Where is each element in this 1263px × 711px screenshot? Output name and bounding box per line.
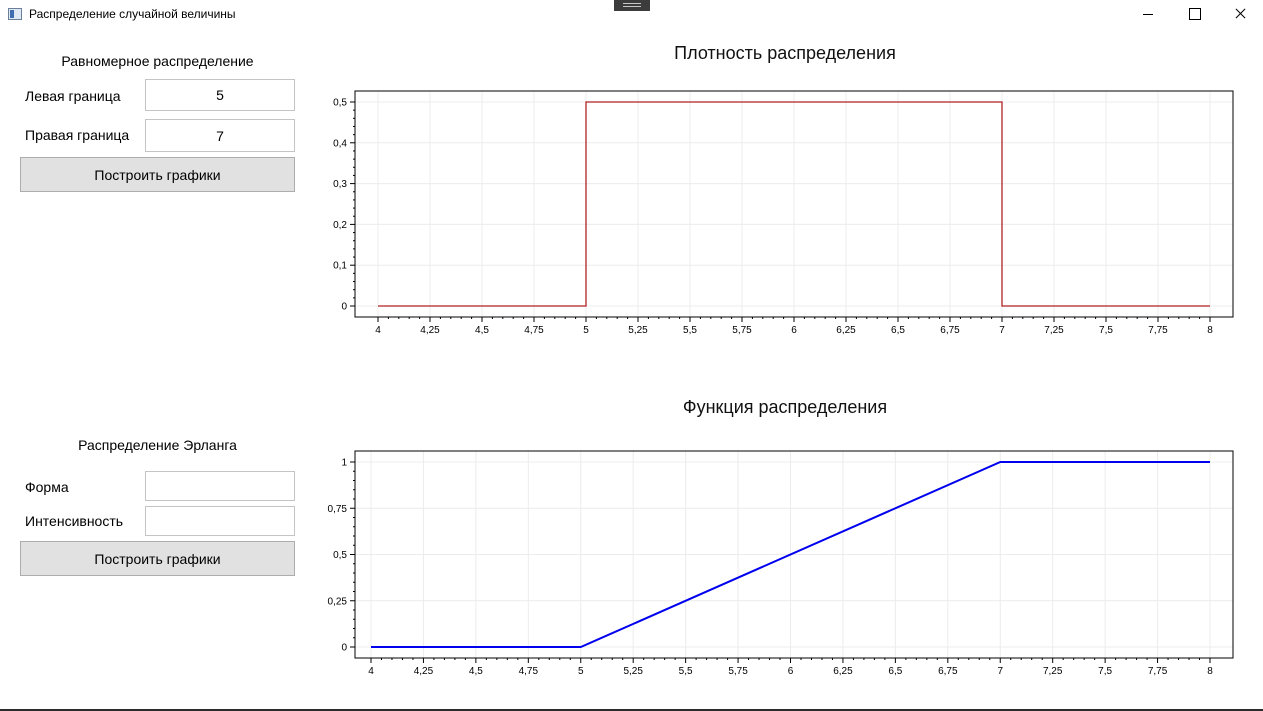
x-tick-label: 6,75	[940, 325, 960, 336]
uniform-group-title: Равномерное распределение	[61, 53, 254, 69]
x-tick-label: 4,25	[414, 666, 434, 677]
right-bound-input[interactable]	[145, 119, 295, 152]
x-tick-label: 6,5	[888, 666, 902, 677]
grid-lines	[355, 451, 1233, 658]
shape-input[interactable]	[145, 471, 295, 501]
x-tick-label: 5,75	[732, 325, 752, 336]
app-window-icon	[8, 8, 22, 20]
maximize-button[interactable]	[1171, 0, 1217, 30]
y-tick-label: 0,4	[333, 138, 347, 149]
series-line	[371, 461, 1210, 648]
x-tick-label: 6,25	[833, 666, 853, 677]
x-tick-label: 5,5	[679, 666, 693, 677]
erlang-group-title: Распределение Эрланга	[78, 437, 237, 453]
intensity-input[interactable]	[145, 506, 295, 536]
x-tick-label: 4,5	[469, 666, 483, 677]
x-tick-label: 4,75	[524, 325, 544, 336]
x-tick-label: 7,5	[1098, 666, 1112, 677]
x-tick-label: 7,25	[1044, 325, 1064, 336]
y-tick-label: 0,5	[333, 98, 347, 109]
x-tick-label: 4,25	[420, 325, 440, 336]
title-bar: Распределение случайной величины	[0, 0, 1263, 30]
x-tick-label: 4,5	[475, 325, 489, 336]
shape-label: Форма	[25, 479, 69, 495]
x-tick-label: 4,75	[519, 666, 539, 677]
x-tick-label: 6,25	[836, 325, 856, 336]
x-tick-label: 5,25	[623, 666, 643, 677]
window-title: Распределение случайной величины	[29, 7, 236, 21]
y-tick-label: 0,75	[328, 504, 348, 515]
y-tick-label: 0,3	[333, 179, 347, 190]
left-bound-label: Левая граница	[25, 88, 121, 104]
x-tick-label: 7	[999, 325, 1005, 336]
x-tick-label: 4	[375, 325, 381, 336]
x-tick-label: 8	[1207, 325, 1213, 336]
y-tick-label: 0,2	[333, 220, 347, 231]
x-tick-label: 5,75	[728, 666, 748, 677]
x-tick-label: 6,5	[891, 325, 905, 336]
right-bound-label: Правая граница	[25, 127, 130, 143]
x-tick-label: 7,75	[1148, 325, 1168, 336]
cdf-chart-title: Функция распределения	[682, 397, 888, 417]
y-tick-label: 0,25	[328, 596, 348, 607]
y-tick-label: 0,1	[333, 261, 347, 272]
x-tick-label: 5	[578, 666, 584, 677]
x-tick-label: 4	[368, 666, 374, 677]
x-tick-label: 7,5	[1099, 325, 1113, 336]
y-tick-label: 0,5	[333, 550, 347, 561]
x-tick-label: 8	[1207, 666, 1213, 677]
x-tick-label: 6	[791, 325, 797, 336]
y-tick-label: 0	[341, 302, 347, 313]
erlang-plot-button[interactable]: Построить графики	[20, 541, 295, 576]
x-tick-label: 7,25	[1043, 666, 1063, 677]
x-tick-label: 5,5	[683, 325, 697, 336]
uniform-plot-button[interactable]: Построить графики	[20, 157, 295, 192]
density-chart: 4 4,25 4,5 4,75 5 5,25 5,5 5,75 6 6,25 6,5 6,75 7 7,2…	[333, 90, 1234, 336]
x-tick-label: 7,75	[1148, 666, 1168, 677]
drag-handle[interactable]	[614, 0, 650, 11]
x-tick-label: 6	[788, 666, 794, 677]
series-line	[378, 101, 1210, 307]
cdf-chart: 4 4,25 4,5 4,75 5 5,25 5,5 5,75 6 6,25 6,5 6,75 7 7,2…	[328, 450, 1234, 677]
x-tick-label: 7	[997, 666, 1003, 677]
left-bound-input[interactable]	[145, 79, 295, 111]
minimize-button[interactable]	[1125, 0, 1171, 30]
y-tick-label: 1	[341, 458, 347, 469]
y-tick-label: 0	[341, 643, 347, 654]
intensity-label: Интенсивность	[25, 513, 124, 529]
window-bottom-border	[0, 709, 1263, 711]
close-button[interactable]	[1217, 0, 1263, 30]
density-chart-title: Плотность распределения	[674, 43, 896, 63]
x-tick-label: 6,75	[938, 666, 958, 677]
grid-lines	[355, 91, 1233, 317]
x-tick-label: 5,25	[628, 325, 648, 336]
x-tick-label: 5	[583, 325, 589, 336]
